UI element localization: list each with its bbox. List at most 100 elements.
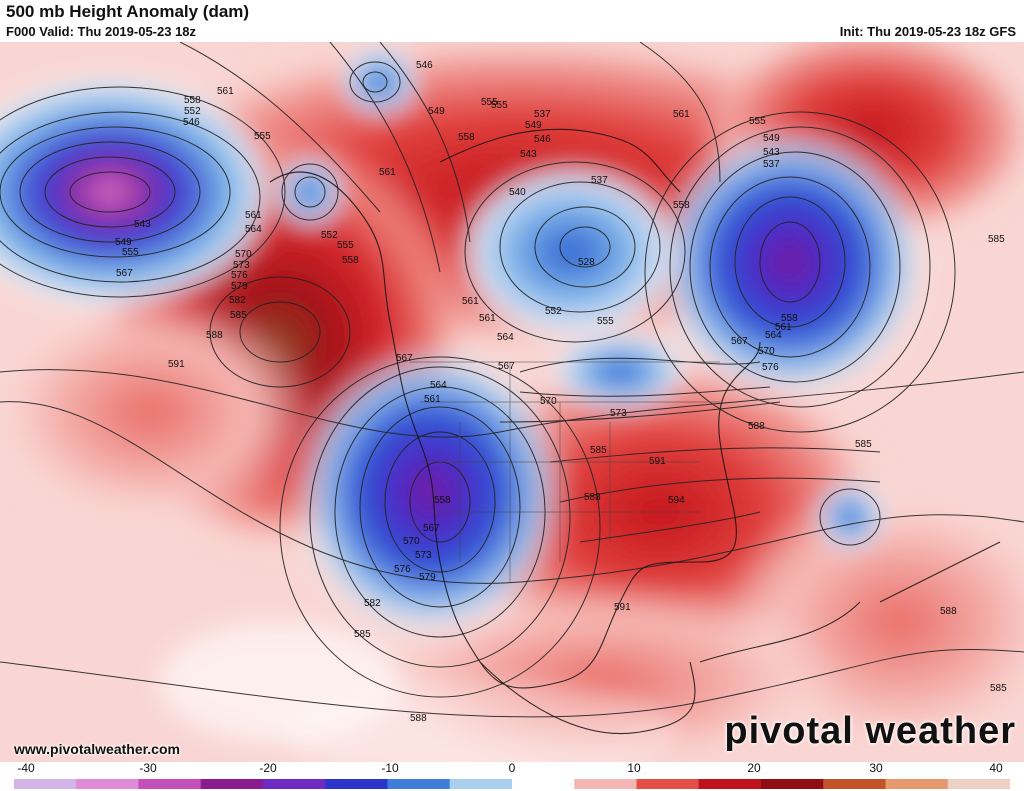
- contour-label: 570: [758, 346, 775, 357]
- website-link[interactable]: www.pivotalweather.com: [14, 741, 180, 757]
- contour-label: 570: [540, 396, 557, 407]
- coastlines: [269, 128, 1001, 734]
- contour-label: 564: [430, 380, 447, 391]
- contour-label: 546: [534, 134, 551, 145]
- contour-label: 555: [337, 240, 354, 251]
- contour-label: 558: [458, 132, 475, 143]
- contour-label: 555: [597, 316, 614, 327]
- contour-label: 573: [415, 550, 432, 561]
- contour-label: 546: [416, 60, 433, 71]
- colorbar-swatch: [325, 779, 388, 789]
- contour-label: 576: [394, 564, 411, 575]
- contour-label: 558: [434, 495, 451, 506]
- contour-label: 540: [509, 187, 526, 198]
- colorbar-tick: 20: [747, 761, 761, 775]
- init-time: Init: Thu 2019-05-23 18z GFS: [839, 24, 1016, 39]
- contour-label: 555: [481, 97, 498, 108]
- contour-label: 561: [673, 109, 690, 120]
- state-borders: [410, 361, 720, 582]
- contour-label: 585: [230, 310, 247, 321]
- height-contours: [0, 42, 1024, 718]
- contour-label: 564: [245, 224, 262, 235]
- contour-label: 537: [534, 109, 551, 120]
- contour-label: 585: [354, 629, 371, 640]
- anomaly-shading: [0, 42, 1024, 762]
- contour-label: 558: [781, 313, 798, 324]
- colorbar-tick: 30: [869, 761, 883, 775]
- contour-label: 543: [134, 219, 151, 230]
- contour-label: 567: [423, 523, 440, 534]
- contour-label: 564: [765, 330, 782, 341]
- colorbar-swatch: [263, 779, 326, 789]
- colorbar-swatch: [823, 779, 886, 789]
- contour-label: 567: [116, 268, 133, 279]
- contour-label: 591: [168, 359, 185, 370]
- contour-label: 543: [763, 147, 780, 158]
- contour-label: 561: [217, 86, 234, 97]
- contour-label: 552: [184, 106, 201, 117]
- colorbar-tick: -10: [381, 761, 399, 775]
- contour-label: 576: [231, 270, 248, 281]
- contour-label: 543: [520, 149, 537, 160]
- contour-label: 549: [115, 237, 132, 248]
- contour-label: 552: [545, 306, 562, 317]
- contour-label: 561: [462, 296, 479, 307]
- contour-label: 582: [364, 598, 381, 609]
- contour-label: 567: [396, 353, 413, 364]
- colorbar-tick: 0: [508, 761, 516, 775]
- colorbar-swatch: [885, 779, 949, 789]
- contour-label: 585: [590, 445, 607, 456]
- contour-label: 585: [855, 439, 872, 450]
- colorbar-swatch: [138, 779, 202, 789]
- colorbar-labels: -40 -30 -20 -10 0 10 20 30 40: [0, 761, 1024, 777]
- contour-label: 555: [491, 100, 508, 111]
- contour-label: 558: [673, 200, 690, 211]
- colorbar-swatch: [761, 779, 824, 789]
- contour-label-layer: 546 561 558 552 546 549 555 558 555 561 …: [115, 60, 1007, 724]
- colorbar: [14, 779, 1010, 789]
- colorbar-tick: 10: [627, 761, 641, 775]
- anomaly-map: 546 561 558 552 546 549 555 558 555 561 …: [0, 42, 1024, 762]
- contour-label: 564: [497, 332, 514, 343]
- contour-label: 573: [233, 260, 250, 271]
- contour-label: 555: [254, 131, 271, 142]
- colorbar-swatch: [76, 779, 139, 789]
- contour-label: 567: [498, 361, 515, 372]
- contour-label: 537: [591, 175, 608, 186]
- contour-label: 549: [428, 106, 445, 117]
- contour-label: 561: [775, 322, 792, 333]
- colorbar-swatch: [14, 779, 77, 789]
- contour-label: 561: [424, 394, 441, 405]
- colorbar-swatch: [698, 779, 762, 789]
- colorbar-swatch: [200, 779, 264, 789]
- contour-label: 591: [649, 456, 666, 467]
- contour-label: 591: [614, 602, 631, 613]
- colorbar-swatch: [947, 779, 1010, 789]
- contour-label: 558: [342, 255, 359, 266]
- contour-label: 555: [749, 116, 766, 127]
- contour-label: 567: [731, 336, 748, 347]
- contour-label: 549: [525, 120, 542, 131]
- contour-label: 570: [403, 536, 420, 547]
- contour-label: 579: [231, 281, 248, 292]
- colorbar-swatch: [636, 779, 700, 789]
- contour-label: 573: [610, 408, 627, 419]
- colorbar-swatch: [574, 779, 637, 789]
- contour-label: 579: [419, 572, 436, 583]
- brand-logo: pivotal weather: [724, 710, 1016, 752]
- contour-label: 570: [235, 249, 252, 260]
- map-title: 500 mb Height Anomaly (dam): [6, 2, 250, 21]
- colorbar-tick: 40: [989, 761, 1003, 775]
- contour-label: 561: [379, 167, 396, 178]
- contour-label: 546: [183, 117, 200, 128]
- contour-label: 585: [990, 683, 1007, 694]
- anomaly-map-canvas: 546 561 558 552 546 549 555 558 555 561 …: [0, 42, 1024, 762]
- contour-label: 585: [988, 234, 1005, 245]
- contour-label: 537: [763, 159, 780, 170]
- contour-label: 594: [668, 495, 685, 506]
- contour-label: 555: [122, 247, 139, 258]
- contour-label: 588: [940, 606, 957, 617]
- colorbar-tick: -40: [17, 761, 35, 775]
- contour-label: 588: [206, 330, 223, 341]
- contour-label: 588: [584, 492, 601, 503]
